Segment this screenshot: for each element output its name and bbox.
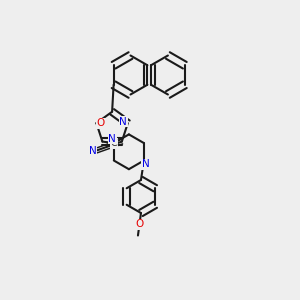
Text: N: N	[142, 159, 149, 169]
Text: N: N	[89, 146, 97, 156]
Text: N: N	[108, 134, 116, 144]
Text: O: O	[135, 219, 144, 230]
Text: C: C	[111, 138, 118, 148]
Text: O: O	[97, 118, 105, 128]
Text: N: N	[119, 117, 127, 127]
